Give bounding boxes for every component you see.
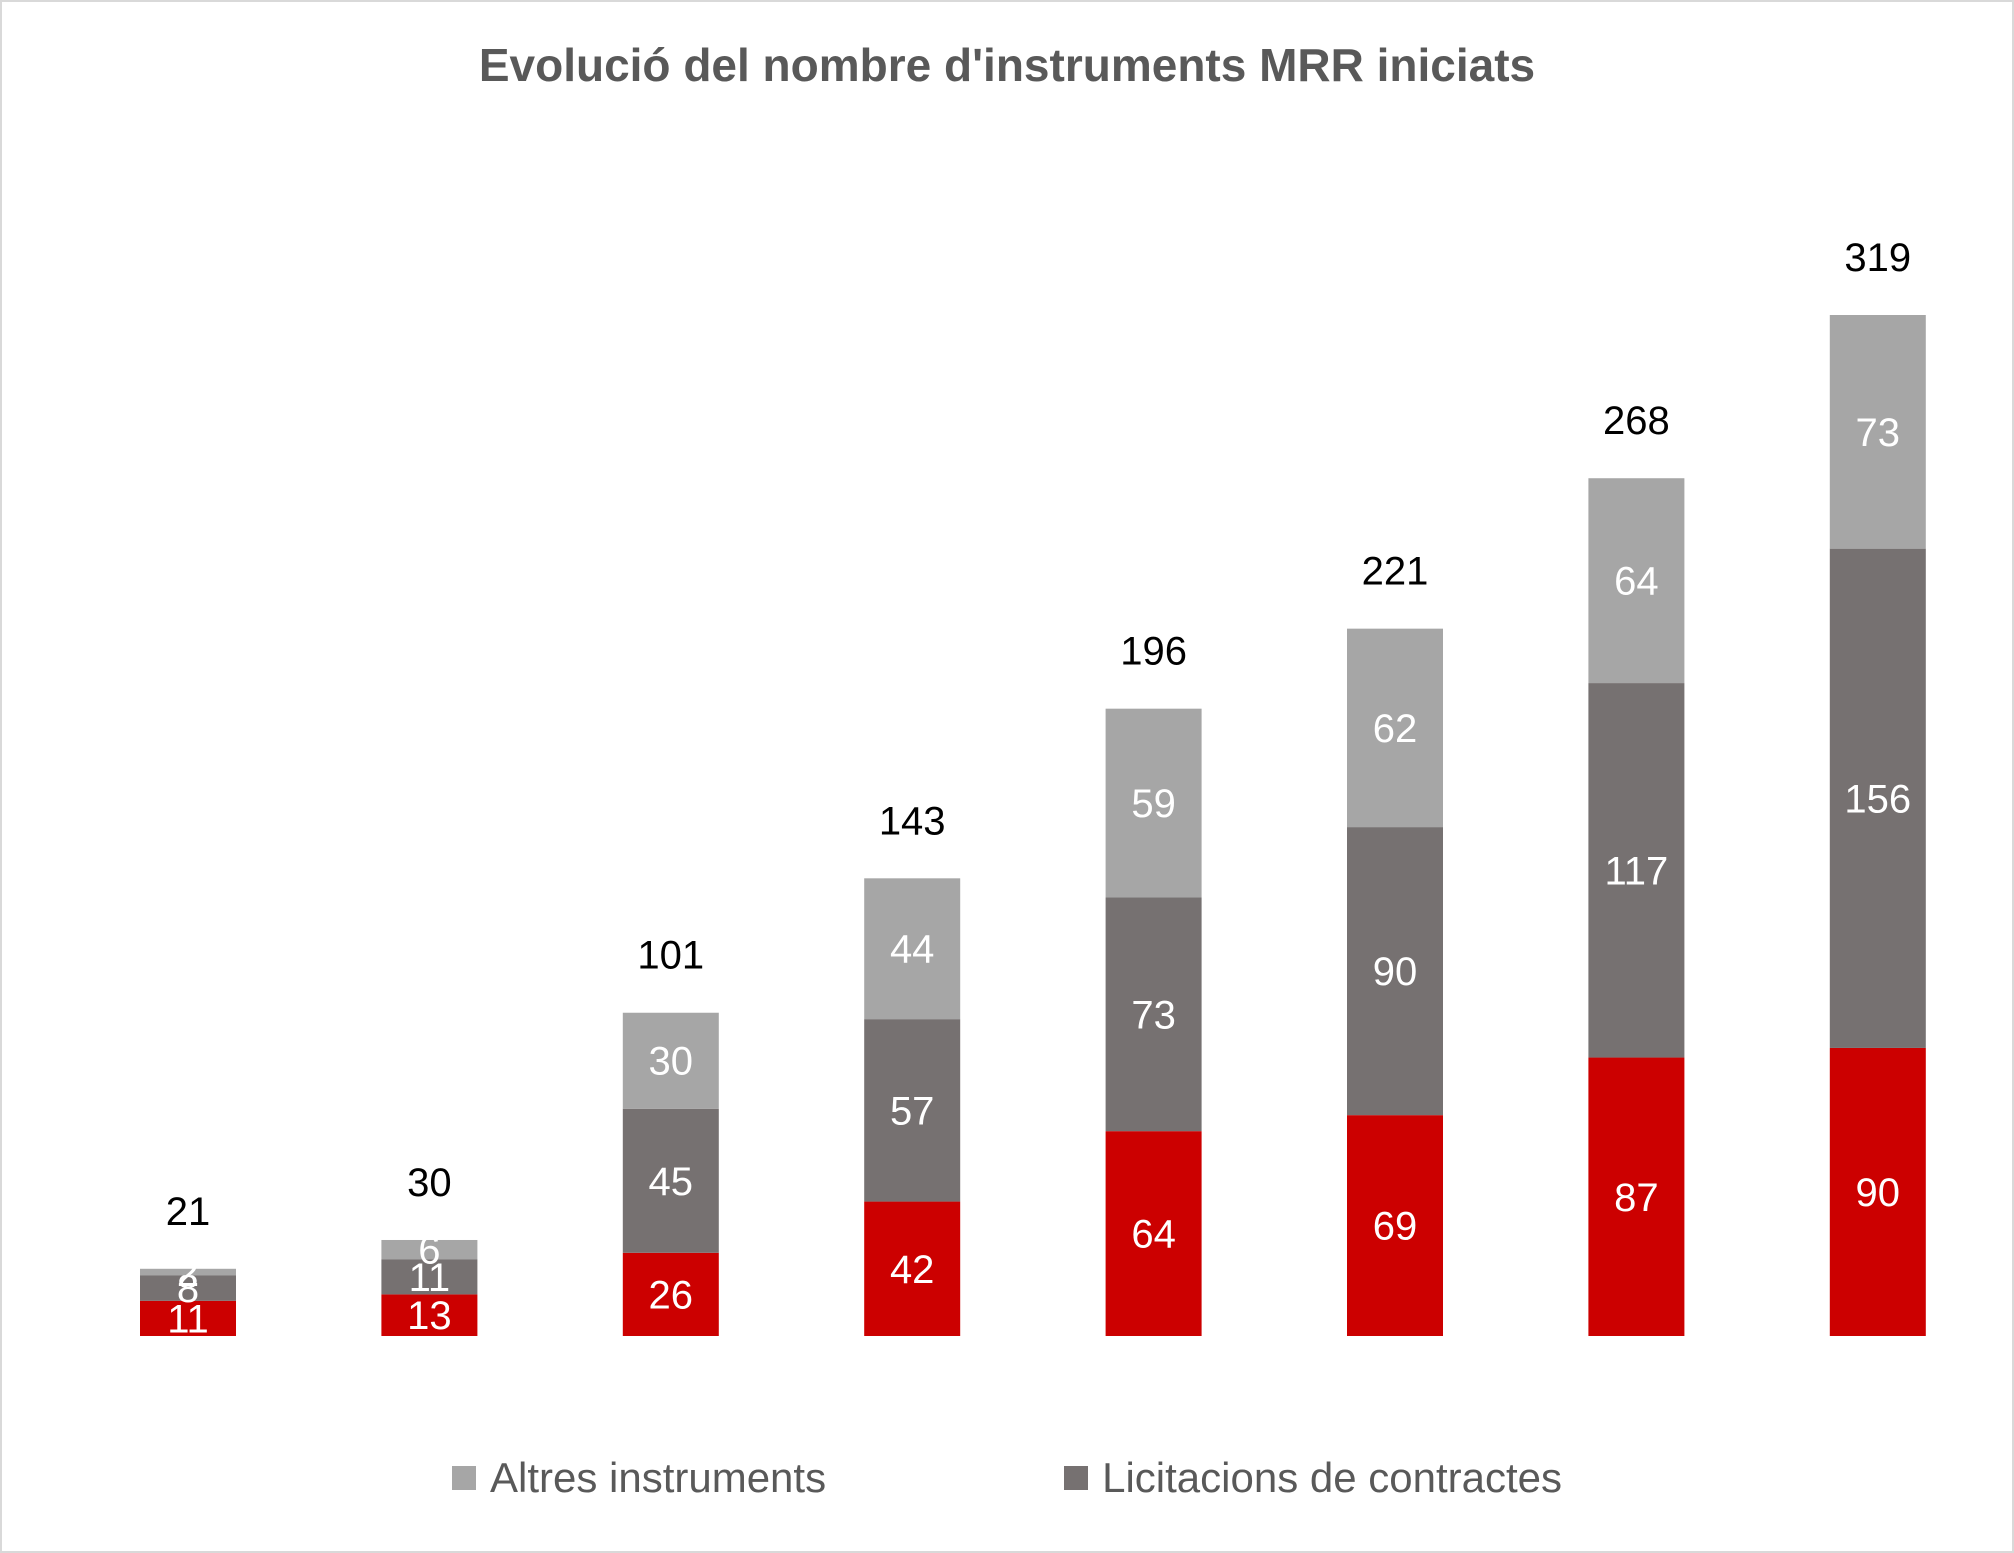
data-label-s0-c5: 69 [1373, 1205, 1418, 1249]
data-label-s2-c7: 73 [1856, 411, 1901, 455]
data-label-s2-c4: 59 [1131, 782, 1176, 826]
bar-segment-s2-c3 [864, 878, 961, 1020]
bar-segment-s0-c7 [1829, 1047, 1926, 1336]
total-label-c4: 196 [1120, 630, 1187, 674]
data-label-s2-c3: 44 [890, 928, 935, 972]
data-label-s1-c3: 57 [890, 1089, 935, 1133]
data-label-s0-c1: 13 [407, 1294, 452, 1338]
data-label-s1-c6: 117 [1605, 849, 1669, 893]
bar-segment-s2-c7 [1829, 315, 1926, 549]
bar-segment-s2-c5 [1347, 628, 1443, 828]
total-label-c1: 30 [407, 1161, 452, 1205]
chart-title: Evolució del nombre d'instruments MRR in… [478, 39, 1536, 91]
data-label-s2-c1: 6 [418, 1229, 440, 1273]
bar-segment-s0-c1 [381, 1294, 478, 1336]
bar-segment-s1-c4 [1105, 897, 1202, 1132]
bar-segment-s2-c2 [622, 1012, 719, 1109]
data-label-s1-c0: 8 [177, 1267, 199, 1311]
data-label-s0-c4: 64 [1131, 1213, 1176, 1257]
data-label-s1-c5: 90 [1373, 950, 1418, 994]
bar-segment-s1-c7 [1829, 548, 1926, 1048]
bar-segment-s2-c0 [140, 1268, 236, 1276]
bar-segment-s0-c3 [864, 1201, 961, 1336]
legend-label-licitacions: Licitacions de contractes [1102, 1454, 1563, 1501]
total-label-c6: 268 [1603, 399, 1670, 443]
total-label-c5: 221 [1362, 550, 1429, 594]
bar-segment-s2-c4 [1105, 708, 1202, 898]
total-label-c2: 101 [637, 934, 704, 978]
chart-legend: Altres instruments Licitacions de contra… [0, 1448, 2014, 1508]
legend-swatch-licitacions [1064, 1466, 1089, 1490]
data-label-s0-c6: 87 [1614, 1176, 1659, 1220]
legend-item-licitacions: Licitacions de contractes [1064, 1454, 1562, 1502]
data-label-s1-c4: 73 [1131, 993, 1176, 1037]
bar-segment-s0-c5 [1347, 1115, 1443, 1336]
data-label-s1-c2: 45 [649, 1160, 694, 1204]
data-label-s0-c0: 11 [167, 1297, 209, 1341]
bar-segment-s0-c6 [1588, 1057, 1685, 1336]
data-label-s1-c1: 11 [409, 1256, 451, 1300]
bar-segment-s1-c1 [381, 1259, 478, 1295]
data-label-s2-c6: 64 [1614, 560, 1659, 604]
bar-segment-s2-c6 [1588, 478, 1685, 684]
legend-swatch-altres [451, 1466, 476, 1490]
data-label-s0-c2: 26 [649, 1273, 694, 1317]
bar-segment-s2-c1 [381, 1239, 478, 1260]
bar-segment-s0-c2 [622, 1252, 719, 1336]
total-label-c7: 319 [1844, 236, 1911, 280]
data-label-s1-c7: 156 [1844, 777, 1911, 821]
bar-segment-s1-c2 [622, 1108, 719, 1253]
bar-segment-s0-c4 [1105, 1131, 1202, 1336]
legend-label-altres: Altres instruments [489, 1454, 827, 1501]
bar-segment-s0-c0 [140, 1300, 236, 1336]
total-label-c0: 21 [166, 1190, 211, 1234]
data-label-s2-c2: 30 [649, 1040, 694, 1084]
data-label-s2-c0: 2 [177, 1251, 199, 1295]
data-label-s2-c5: 62 [1373, 707, 1418, 751]
total-label-c3: 143 [879, 799, 946, 843]
bar-segment-s1-c3 [864, 1019, 961, 1202]
legend-item-altres: Altres instruments [451, 1454, 827, 1502]
data-label-s0-c7: 90 [1856, 1171, 1901, 1215]
bar-segment-s1-c5 [1347, 827, 1443, 1116]
bar-segment-s1-c6 [1588, 683, 1685, 1058]
data-label-s0-c3: 42 [890, 1248, 935, 1292]
bar-segment-s1-c0 [140, 1275, 236, 1301]
